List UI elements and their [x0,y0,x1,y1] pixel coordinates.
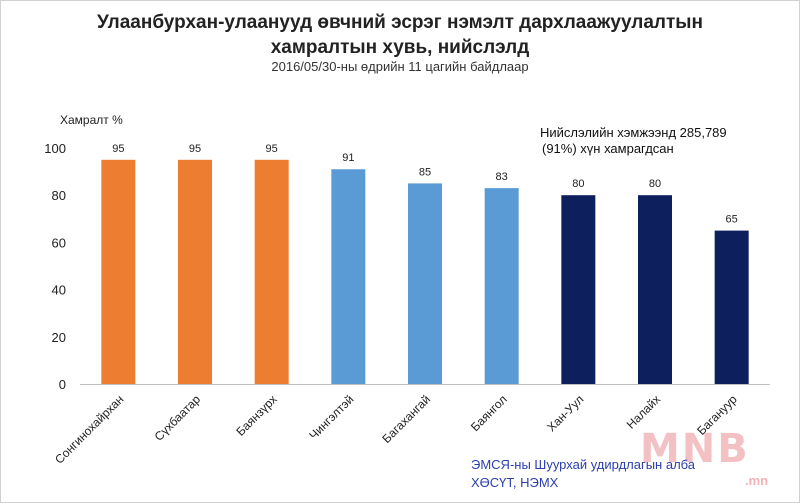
mnb-logo: MNB [640,426,750,472]
x-tick-label: Чингэлтэй [306,392,356,442]
data-label: 95 [266,143,278,155]
data-label: 80 [649,178,661,190]
data-label: 95 [112,143,124,155]
x-tick-label: Баянгол [468,392,510,434]
x-tick-label: Хан-Уул [544,392,586,434]
x-tick-label: Баянзүрх [233,392,279,438]
annotation-line1: Нийслэлийн хэмжээнд 285,789 [540,125,727,140]
data-label: 95 [189,143,201,155]
x-tick-label: Сонгинохайрхан [52,392,126,466]
source-line1: ЭМСЯ-ны Шуурхай удирдлагын алба [471,457,696,472]
x-tick-label: Сүхбаатар [152,392,204,444]
bar [484,188,519,384]
data-label: 80 [572,178,584,190]
mnb-logo-suffix: .mn [745,473,769,488]
data-label: 91 [342,152,354,164]
bar [714,230,749,384]
annotation-line2: (91%) хүн хамрагдсан [542,141,674,156]
y-axis-label: Хамралт % [60,113,123,127]
bar [408,183,442,384]
chart-subtitle: 2016/05/30-ны өдрийн 11 цагийн байдлаар [271,59,529,74]
source-line2: ХӨСҮТ, НЭМХ [471,475,559,490]
bar [638,195,672,384]
chart-title-line1: Улаанбурхан-улаанууд өвчний эсрэг нэмэлт… [97,12,703,33]
x-tick-label: Багахангай [379,392,433,446]
y-tick-label: 60 [52,235,66,250]
y-tick-label: 0 [59,377,66,392]
bar [331,169,366,384]
bar [561,195,596,384]
y-tick-label: 100 [44,141,66,156]
data-label: 65 [726,214,738,226]
bar [254,159,289,384]
chart-title-line2: хамралтын хувь, нийслэлд [270,37,530,58]
bar [178,159,212,384]
data-label: 85 [419,166,431,178]
y-tick-label: 80 [52,188,66,203]
data-label: 83 [496,171,508,183]
y-tick-label: 20 [52,330,66,345]
bar [101,159,136,384]
y-tick-label: 40 [52,283,66,298]
